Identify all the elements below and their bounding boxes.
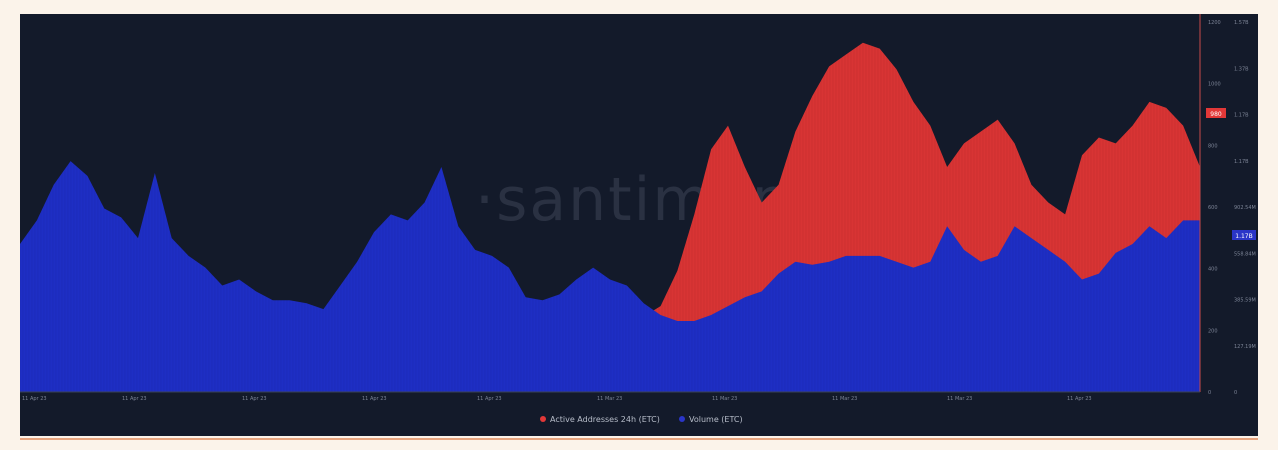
x-tick-label: 11 Apr 23: [362, 396, 387, 402]
x-tick-label: 11 Apr 23: [477, 396, 502, 402]
right-axis-1-tick: 1200: [1208, 20, 1221, 26]
right-axis-1-tick: 800: [1208, 143, 1218, 149]
x-tick-label: 11 Apr 23: [1067, 396, 1092, 402]
current-value-2-label: 1.17B: [1235, 233, 1252, 240]
right-axis-1-tick: 600: [1208, 205, 1218, 211]
current-value-tag-1: 980: [1206, 108, 1226, 118]
right-axis-2-tick: 127.19M: [1234, 344, 1256, 350]
right-axis-2-tick: 558.84M: [1234, 251, 1256, 257]
current-value-1-label: 980: [1210, 111, 1222, 118]
bottom-rule: [20, 438, 1258, 440]
right-axis-2-ticks: 1.57B 1.37B 1.17B 1.17B 902.54M 558.84M 385.59…: [1234, 20, 1256, 396]
legend-label-active-addresses: Active Addresses 24h (ETC): [550, 415, 660, 424]
legend: Active Addresses 24h (ETC) Volume (ETC): [540, 415, 743, 424]
right-axis-1-tick: 200: [1208, 328, 1218, 334]
right-axis-1-ticks: 1200 1000 800 600 400 200 0: [1208, 20, 1221, 396]
x-tick-label: 11 Mar 23: [597, 396, 622, 402]
area-series-blue: [20, 161, 1200, 392]
current-value-tag-2: 1.17B: [1232, 230, 1256, 240]
chart-panel: ·santiment· 11 Apr 23 11 Apr 23 11 Apr 23 1…: [20, 14, 1258, 436]
right-axis-2-tick: 1.17B: [1234, 159, 1249, 165]
legend-swatch-active-addresses: [540, 416, 546, 422]
x-tick-label: 11 Apr 23: [22, 396, 47, 402]
x-tick-label: 11 Mar 23: [712, 396, 737, 402]
right-axis-1-tick: 1000: [1208, 82, 1221, 88]
right-axis-2-tick: 902.54M: [1234, 205, 1256, 211]
x-tick-label: 11 Mar 23: [947, 396, 972, 402]
right-axis-2-tick: 1.17B: [1234, 113, 1249, 119]
right-axis-2-tick: 1.57B: [1234, 20, 1249, 26]
right-axis-2-tick: 0: [1234, 390, 1237, 396]
right-axis-2-tick: 385.59M: [1234, 298, 1256, 304]
x-axis-ticks: 11 Apr 23 11 Apr 23 11 Apr 23 11 Apr 23 11 A…: [22, 396, 1092, 402]
x-tick-label: 11 Apr 23: [122, 396, 147, 402]
right-axis-1-tick: 0: [1208, 390, 1211, 396]
chart-svg: ·santiment· 11 Apr 23 11 Apr 23 11 Apr 23 1…: [20, 14, 1258, 436]
x-tick-label: 11 Apr 23: [242, 396, 267, 402]
legend-label-volume: Volume (ETC): [689, 415, 743, 424]
legend-swatch-volume: [679, 416, 685, 422]
right-axis-2-tick: 1.37B: [1234, 66, 1249, 72]
x-tick-label: 11 Mar 23: [832, 396, 857, 402]
right-axis-1-tick: 400: [1208, 267, 1218, 273]
